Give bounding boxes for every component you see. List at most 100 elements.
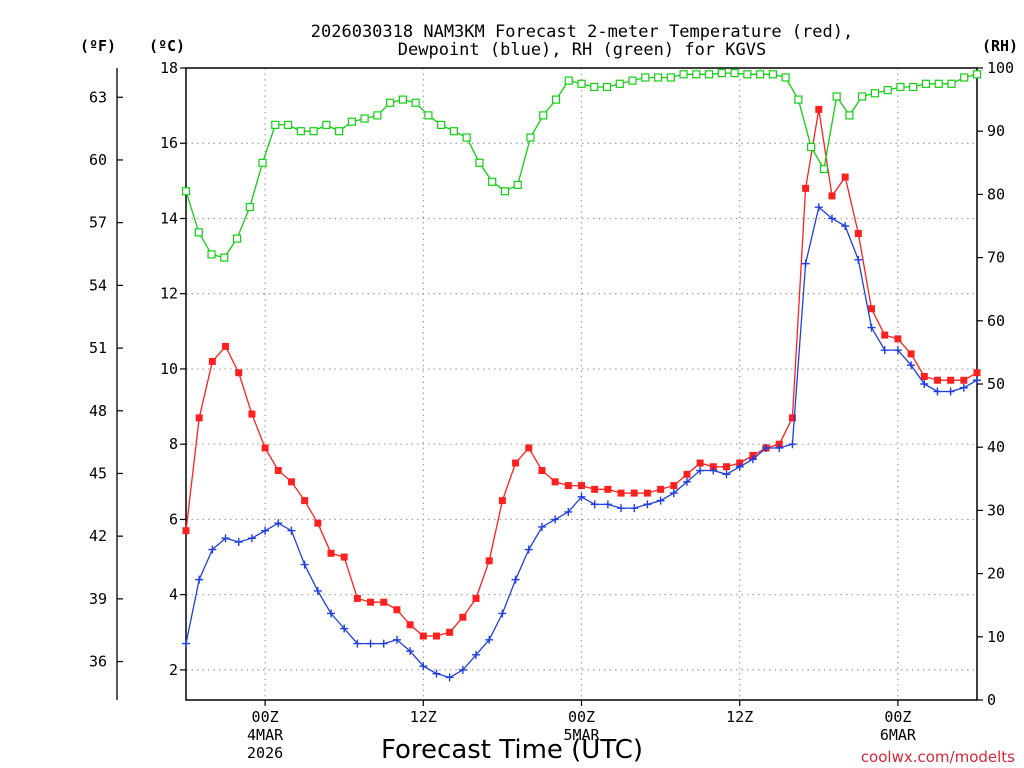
dewpoint-point xyxy=(880,346,889,355)
fahrenheit-tick-label: 63 xyxy=(89,88,107,106)
temperature-point xyxy=(222,342,230,350)
temperature-point xyxy=(802,184,810,192)
rh-point xyxy=(539,111,548,120)
rh-point xyxy=(398,95,407,104)
fahrenheit-tick-label: 36 xyxy=(89,653,107,671)
dewpoint-point xyxy=(182,639,190,648)
rh-point xyxy=(870,89,880,98)
rh-tick-label: 40 xyxy=(987,438,1005,456)
dewpoint-point xyxy=(854,255,863,264)
rh-tick-label: 20 xyxy=(987,565,1005,583)
temperature-point xyxy=(327,549,335,557)
rh-point xyxy=(373,111,382,120)
rh-point xyxy=(896,82,905,92)
dewpoint-point xyxy=(208,545,217,554)
credit-link[interactable]: coolwx.com/modelts xyxy=(861,748,1015,766)
rh-tick-label: 100 xyxy=(987,59,1014,77)
fahrenheit-tick-label: 48 xyxy=(89,402,107,420)
temperature-point xyxy=(393,606,401,614)
dewpoint-point xyxy=(748,455,757,464)
dewpoint-point xyxy=(841,222,850,230)
dewpoint-point xyxy=(867,323,876,332)
x-axis-title: Forecast Time (UTC) xyxy=(381,735,643,765)
rh-line xyxy=(185,72,978,259)
temperature-point xyxy=(380,598,388,606)
dewpoint-point xyxy=(827,214,836,223)
rh-tick-label: 70 xyxy=(987,249,1005,267)
temperature-point xyxy=(287,478,295,486)
rh-point xyxy=(819,165,829,174)
temperature-point xyxy=(498,497,506,505)
temperature-point xyxy=(854,230,862,238)
dewpoint-point xyxy=(221,534,230,543)
dewpoint-point xyxy=(696,466,705,475)
temperature-point xyxy=(696,459,704,467)
dewpoint-point xyxy=(353,639,362,648)
temperature-point xyxy=(538,467,546,475)
temperature-point xyxy=(235,369,243,377)
temperature-point xyxy=(630,489,638,497)
time-tick-label: 12Z xyxy=(726,708,753,726)
temperature-point xyxy=(564,482,572,490)
rh-point xyxy=(641,73,650,82)
dewpoint-point xyxy=(485,635,494,644)
temperature-point xyxy=(670,482,678,490)
temperature-point xyxy=(512,459,520,467)
rh-point xyxy=(386,98,395,107)
rh-point xyxy=(577,79,586,88)
rh-point xyxy=(334,127,344,136)
rh-point xyxy=(704,70,714,79)
dewpoint-point xyxy=(933,387,942,396)
rh-tick-label: 0 xyxy=(987,691,996,709)
temperature-point xyxy=(815,105,823,113)
celsius-unit-label: (ºC) xyxy=(149,37,185,55)
rh-point xyxy=(194,228,203,237)
rh-point xyxy=(934,79,943,88)
temperature-point xyxy=(841,173,849,181)
dewpoint-point xyxy=(234,538,243,546)
dewpoint-point xyxy=(788,440,797,449)
dewpoint-point xyxy=(709,466,718,475)
time-tick-label: 00Z xyxy=(252,708,279,726)
dewpoint-point xyxy=(920,380,929,388)
temperature-point xyxy=(657,485,665,493)
temperature-point xyxy=(723,463,731,471)
dewpoint-point xyxy=(946,387,955,396)
celsius-tick-label: 10 xyxy=(160,360,178,378)
fahrenheit-tick-label: 51 xyxy=(89,339,107,357)
fahrenheit-tick-label: 42 xyxy=(89,527,107,545)
dewpoint-point xyxy=(907,361,916,370)
dewpoint-point xyxy=(406,647,415,656)
rh-point xyxy=(781,73,790,82)
rh-point xyxy=(947,79,956,88)
temperature-point xyxy=(591,485,599,493)
axis-ticks: 2 4 6 8 10 12 14 16 18 36 39 42 45 48 51 54 57 60 63 0 10 20 3… xyxy=(89,59,1014,762)
rh-point xyxy=(322,120,331,129)
celsius-tick-label: 6 xyxy=(169,510,178,528)
dewpoint-point xyxy=(630,504,639,513)
fahrenheit-tick-label: 54 xyxy=(89,276,107,294)
date-tick-label: 4MAR xyxy=(247,726,284,744)
rh-point xyxy=(526,133,535,142)
temperature-point xyxy=(485,557,493,565)
temperature-point xyxy=(208,357,216,365)
dewpoint-point xyxy=(682,477,691,486)
rh-point xyxy=(488,177,497,186)
rh-point xyxy=(692,70,701,79)
time-tick-label: 12Z xyxy=(410,708,437,726)
dewpoint-point xyxy=(893,346,902,355)
dewpoint-point xyxy=(762,443,771,452)
rh-point xyxy=(832,92,841,101)
dewpoint-point xyxy=(524,545,533,554)
dewpoint-point xyxy=(300,560,309,569)
dewpoint-point xyxy=(379,639,388,648)
rh-point xyxy=(858,92,867,101)
date-tick-label: 6MAR xyxy=(880,726,917,744)
temperature-point xyxy=(301,497,309,505)
rh-point xyxy=(424,111,433,120)
rh-point xyxy=(679,70,688,79)
grid-lines xyxy=(186,68,977,700)
dewpoint-point xyxy=(340,624,349,633)
rh-point xyxy=(437,120,446,129)
